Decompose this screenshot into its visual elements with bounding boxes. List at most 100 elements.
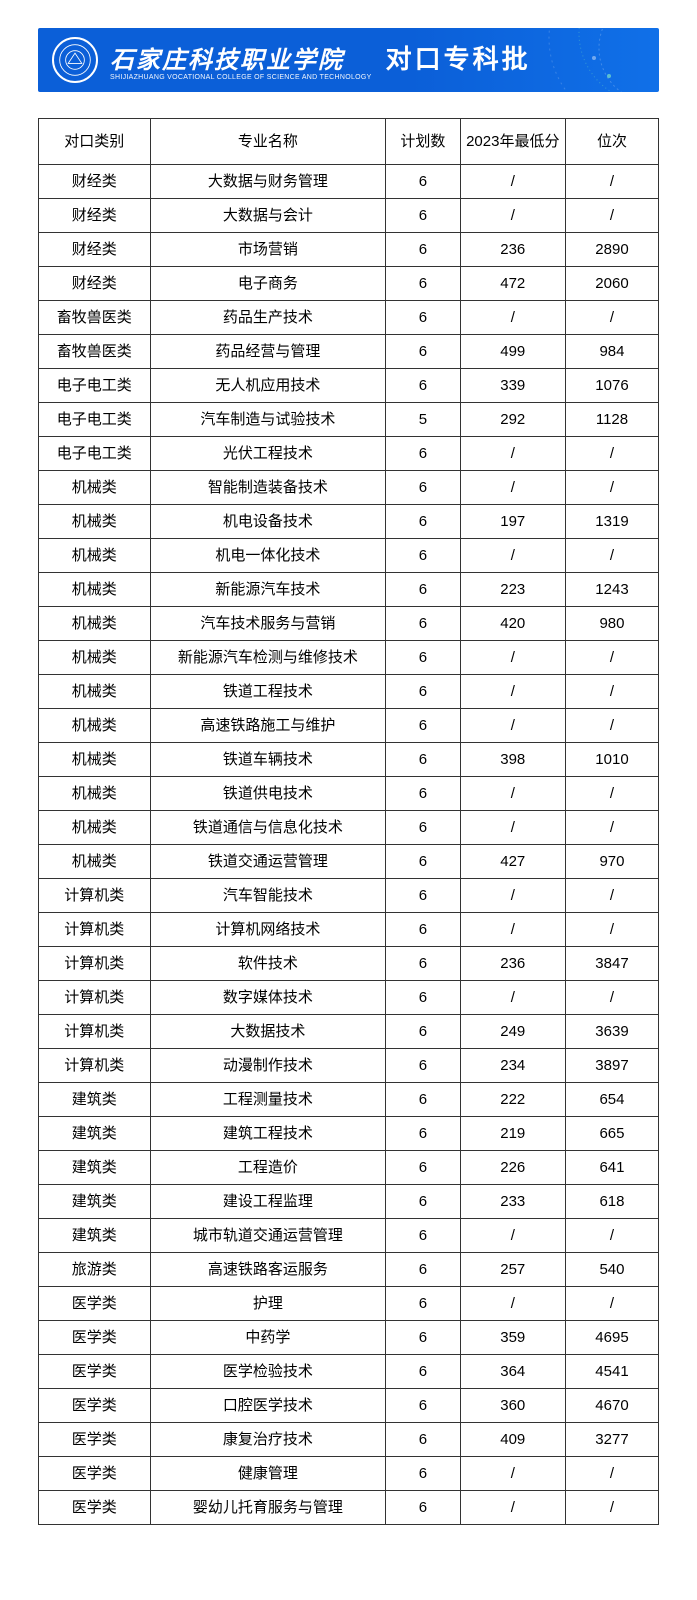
table-cell: 财经类 bbox=[39, 233, 151, 267]
table-cell: / bbox=[460, 879, 565, 913]
table-cell: 计算机类 bbox=[39, 913, 151, 947]
table-cell: 6 bbox=[386, 811, 460, 845]
table-cell: 机械类 bbox=[39, 573, 151, 607]
table-header: 对口类别 专业名称 计划数 2023年最低分 位次 bbox=[39, 119, 659, 165]
table-cell: / bbox=[460, 1287, 565, 1321]
table-cell: / bbox=[460, 811, 565, 845]
table-cell: 6 bbox=[386, 1083, 460, 1117]
table-cell: 6 bbox=[386, 1355, 460, 1389]
table-cell: 铁道交通运营管理 bbox=[150, 845, 386, 879]
table-cell: 新能源汽车技术 bbox=[150, 573, 386, 607]
table-cell: 建筑类 bbox=[39, 1083, 151, 1117]
table-cell: 6 bbox=[386, 573, 460, 607]
table-row: 财经类电子商务64722060 bbox=[39, 267, 659, 301]
table-cell: 641 bbox=[565, 1151, 658, 1185]
table-cell: 药品经营与管理 bbox=[150, 335, 386, 369]
table-cell: 数字媒体技术 bbox=[150, 981, 386, 1015]
table-cell: 665 bbox=[565, 1117, 658, 1151]
table-cell: 机械类 bbox=[39, 471, 151, 505]
table-cell: 计算机类 bbox=[39, 981, 151, 1015]
table-cell: 618 bbox=[565, 1185, 658, 1219]
table-cell: 6 bbox=[386, 267, 460, 301]
table-cell: / bbox=[565, 471, 658, 505]
admission-table: 对口类别 专业名称 计划数 2023年最低分 位次 财经类大数据与财务管理6//… bbox=[38, 118, 659, 1525]
table-cell: 大数据与财务管理 bbox=[150, 165, 386, 199]
table-cell: 无人机应用技术 bbox=[150, 369, 386, 403]
table-row: 医学类健康管理6// bbox=[39, 1457, 659, 1491]
table-cell: 409 bbox=[460, 1423, 565, 1457]
table-cell: 新能源汽车检测与维修技术 bbox=[150, 641, 386, 675]
table-cell: 420 bbox=[460, 607, 565, 641]
table-cell: / bbox=[460, 301, 565, 335]
table-row: 建筑类工程测量技术6222654 bbox=[39, 1083, 659, 1117]
table-cell: 计算机类 bbox=[39, 1049, 151, 1083]
table-cell: 6 bbox=[386, 1151, 460, 1185]
table-cell: 机械类 bbox=[39, 777, 151, 811]
table-cell: 高速铁路施工与维护 bbox=[150, 709, 386, 743]
table-cell: 3277 bbox=[565, 1423, 658, 1457]
table-cell: 医学类 bbox=[39, 1423, 151, 1457]
table-cell: 6 bbox=[386, 1117, 460, 1151]
table-cell: 339 bbox=[460, 369, 565, 403]
table-cell: 219 bbox=[460, 1117, 565, 1151]
table-cell: 6 bbox=[386, 1389, 460, 1423]
table-cell: 计算机类 bbox=[39, 947, 151, 981]
table-cell: 6 bbox=[386, 845, 460, 879]
school-name-block: 石家庄科技职业学院 SHIJIAZHUANG VOCATIONAL COLLEG… bbox=[110, 49, 372, 82]
table-row: 电子电工类汽车制造与试验技术52921128 bbox=[39, 403, 659, 437]
table-cell: 2890 bbox=[565, 233, 658, 267]
table-cell: / bbox=[565, 539, 658, 573]
table-cell: 6 bbox=[386, 947, 460, 981]
table-cell: 工程造价 bbox=[150, 1151, 386, 1185]
table-cell: 建筑类 bbox=[39, 1151, 151, 1185]
table-cell: 6 bbox=[386, 709, 460, 743]
table-cell: 口腔医学技术 bbox=[150, 1389, 386, 1423]
table-cell: 畜牧兽医类 bbox=[39, 301, 151, 335]
table-cell: 6 bbox=[386, 1015, 460, 1049]
table-cell: 医学类 bbox=[39, 1321, 151, 1355]
table-cell: / bbox=[565, 165, 658, 199]
table-cell: 药品生产技术 bbox=[150, 301, 386, 335]
table-cell: 机械类 bbox=[39, 845, 151, 879]
table-row: 计算机类软件技术62363847 bbox=[39, 947, 659, 981]
table-cell: 电子电工类 bbox=[39, 369, 151, 403]
table-cell: 铁道供电技术 bbox=[150, 777, 386, 811]
table-row: 畜牧兽医类药品经营与管理6499984 bbox=[39, 335, 659, 369]
table-cell: 旅游类 bbox=[39, 1253, 151, 1287]
table-cell: 226 bbox=[460, 1151, 565, 1185]
table-cell: / bbox=[565, 777, 658, 811]
table-cell: 光伏工程技术 bbox=[150, 437, 386, 471]
table-row: 计算机类大数据技术62493639 bbox=[39, 1015, 659, 1049]
table-cell: / bbox=[460, 913, 565, 947]
table-cell: 6 bbox=[386, 1049, 460, 1083]
banner-text: 石家庄科技职业学院 SHIJIAZHUANG VOCATIONAL COLLEG… bbox=[110, 39, 531, 82]
table-cell: 6 bbox=[386, 777, 460, 811]
table-cell: 4541 bbox=[565, 1355, 658, 1389]
table-row: 财经类市场营销62362890 bbox=[39, 233, 659, 267]
table-row: 机械类新能源汽车技术62231243 bbox=[39, 573, 659, 607]
table-cell: 654 bbox=[565, 1083, 658, 1117]
table-cell: 5 bbox=[386, 403, 460, 437]
table-cell: 机电设备技术 bbox=[150, 505, 386, 539]
table-cell: 6 bbox=[386, 369, 460, 403]
table-cell: 建筑类 bbox=[39, 1219, 151, 1253]
table-cell: / bbox=[565, 301, 658, 335]
table-row: 电子电工类无人机应用技术63391076 bbox=[39, 369, 659, 403]
table-cell: 建设工程监理 bbox=[150, 1185, 386, 1219]
table-cell: 电子商务 bbox=[150, 267, 386, 301]
table-cell: 4670 bbox=[565, 1389, 658, 1423]
table-cell: 机电一体化技术 bbox=[150, 539, 386, 573]
table-cell: 222 bbox=[460, 1083, 565, 1117]
table-cell: 6 bbox=[386, 913, 460, 947]
table-cell: 233 bbox=[460, 1185, 565, 1219]
table-row: 医学类婴幼儿托育服务与管理6// bbox=[39, 1491, 659, 1525]
school-name-en: SHIJIAZHUANG VOCATIONAL COLLEGE OF SCIEN… bbox=[110, 74, 372, 81]
table-cell: 医学类 bbox=[39, 1491, 151, 1525]
table-cell: 计算机类 bbox=[39, 879, 151, 913]
table-cell: 建筑工程技术 bbox=[150, 1117, 386, 1151]
table-cell: 360 bbox=[460, 1389, 565, 1423]
table-cell: 城市轨道交通运营管理 bbox=[150, 1219, 386, 1253]
table-cell: 机械类 bbox=[39, 675, 151, 709]
table-cell: / bbox=[565, 675, 658, 709]
table-row: 财经类大数据与财务管理6// bbox=[39, 165, 659, 199]
